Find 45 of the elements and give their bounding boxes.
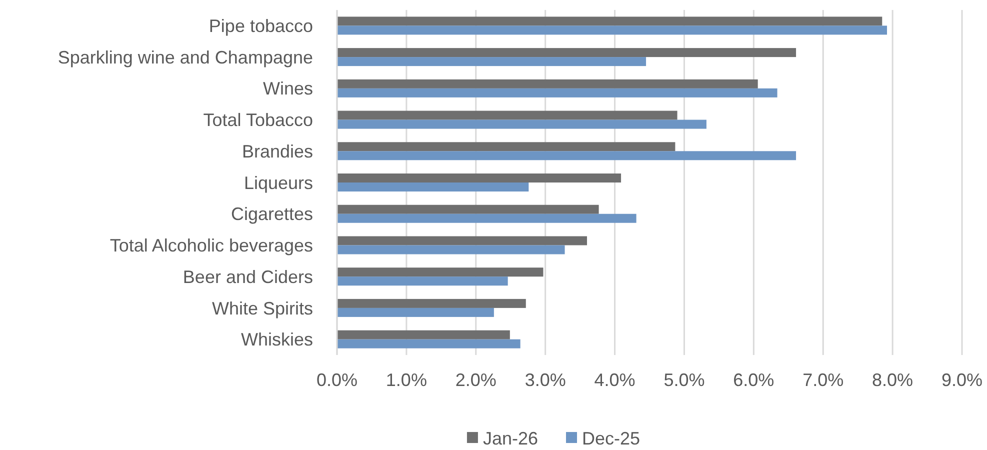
x-tick-label: 7.0% [802, 370, 844, 390]
bar [337, 276, 508, 286]
legend-label: Dec-25 [582, 428, 640, 448]
y-tick-label: Brandies [242, 141, 313, 162]
bar [337, 88, 778, 98]
bar [337, 26, 887, 35]
bar [337, 330, 510, 340]
y-tick-label: Sparkling wine and Champagne [58, 47, 313, 68]
bar [337, 110, 678, 120]
bar [337, 142, 676, 152]
bar [337, 339, 520, 348]
x-tick-label: 1.0% [386, 370, 427, 390]
x-tick-label: 3.0% [524, 370, 566, 390]
bar [337, 151, 796, 160]
y-tick-label: Wines [262, 78, 313, 99]
bar [337, 204, 599, 214]
bar [337, 245, 565, 254]
bar [337, 120, 706, 129]
bar [337, 182, 529, 192]
bar [337, 308, 494, 317]
y-tick-label: Total Alcoholic beverages [110, 236, 313, 256]
x-tick-label: 6.0% [733, 370, 774, 390]
bar [337, 236, 587, 246]
x-tick-label: 2.0% [455, 370, 496, 390]
x-tick-label: 9.0% [941, 370, 983, 390]
bar [337, 79, 758, 88]
y-tick-label: Beer and Ciders [182, 266, 313, 287]
y-tick-label: Pipe tobacco [208, 16, 313, 36]
x-tick-label: 4.0% [594, 370, 636, 390]
y-tick-label: Whiskies [240, 330, 313, 350]
bar [337, 48, 796, 58]
y-tick-label: Cigarettes [230, 204, 313, 224]
x-tick-label: 8.0% [872, 370, 914, 390]
bar [337, 268, 544, 277]
bar [337, 174, 622, 182]
bar [337, 298, 526, 308]
bar [337, 57, 646, 66]
y-tick-label: White Spirits [212, 298, 313, 318]
bar [337, 214, 636, 223]
legend-label: Jan-26 [482, 428, 538, 448]
y-tick-label: Liqueurs [244, 172, 313, 193]
y-tick-label: Total Tobacco [203, 110, 313, 130]
x-tick-label: 0.0% [316, 370, 358, 390]
bar [337, 16, 882, 26]
x-tick-label: 5.0% [664, 370, 705, 390]
